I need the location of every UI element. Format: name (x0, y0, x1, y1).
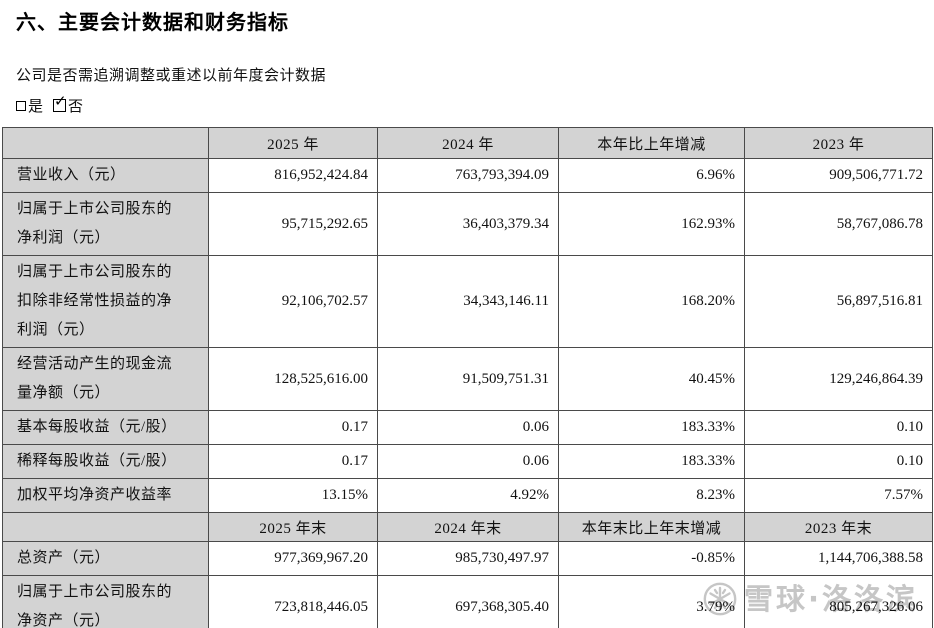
cell-value: 985,730,497.97 (377, 541, 559, 576)
cell-value: 168.20% (558, 255, 745, 348)
row-label: 稀释每股收益（元/股） (2, 444, 209, 479)
checkbox-checked-icon[interactable]: ✓ (53, 94, 67, 112)
header-yoy-end-change: 本年末比上年末增减 (558, 512, 745, 542)
cell-value: 763,793,394.09 (377, 158, 559, 193)
financial-indicators-table: 2025 年 2024 年 本年比上年增减 2023 年 营业收入（元） 816… (2, 127, 933, 628)
cell-value: 92,106,702.57 (208, 255, 378, 348)
cell-value: 183.33% (558, 410, 745, 445)
table-row-total-assets: 总资产（元） 977,369,967.20 985,730,497.97 -0.… (2, 541, 933, 576)
header-2024-end: 2024 年末 (377, 512, 559, 542)
header-yoy-change: 本年比上年增减 (558, 127, 745, 159)
cell-value: 91,509,751.31 (377, 347, 559, 411)
cell-value: 183.33% (558, 444, 745, 479)
row-label: 加权平均净资产收益率 (2, 478, 209, 513)
check-mark-icon: ✓ (54, 92, 67, 110)
table-row-net-profit-excl-nonrecurring: 归属于上市公司股东的扣除非经常性损益的净利润（元） 92,106,702.57 … (2, 255, 933, 348)
table-row-net-profit: 归属于上市公司股东的净利润（元） 95,715,292.65 36,403,37… (2, 192, 933, 256)
row-label: 经营活动产生的现金流量净额（元） (2, 347, 209, 411)
header-2024: 2024 年 (377, 127, 559, 159)
header-2023: 2023 年 (744, 127, 933, 159)
row-label: 总资产（元） (2, 541, 209, 576)
cell-value: 805,267,326.06 (744, 575, 933, 628)
cell-value: 1,144,706,388.58 (744, 541, 933, 576)
restate-question: 公司是否需追溯调整或重述以前年度会计数据 (16, 68, 327, 84)
option-no-label: 否 (68, 99, 84, 115)
header-2023-end: 2023 年末 (744, 512, 933, 542)
cell-value: 909,506,771.72 (744, 158, 933, 193)
cell-value: 129,246,864.39 (744, 347, 933, 411)
cell-value: -0.85% (558, 541, 745, 576)
table-header-row-period-end: 2025 年末 2024 年末 本年末比上年末增减 2023 年末 (2, 512, 933, 542)
restate-answer: 是 ✓ 否 (16, 94, 84, 116)
section-heading: 六、主要会计数据和财务指标 (16, 10, 289, 34)
cell-value: 816,952,424.84 (208, 158, 378, 193)
table-row-operating-cash-flow: 经营活动产生的现金流量净额（元） 128,525,616.00 91,509,7… (2, 347, 933, 411)
cell-value: 3.79% (558, 575, 745, 628)
cell-value: 0.10 (744, 444, 933, 479)
table-row-basic-eps: 基本每股收益（元/股） 0.17 0.06 183.33% 0.10 (2, 410, 933, 445)
cell-value: 58,767,086.78 (744, 192, 933, 256)
table-row-diluted-eps: 稀释每股收益（元/股） 0.17 0.06 183.33% 0.10 (2, 444, 933, 479)
cell-value: 0.17 (208, 410, 378, 445)
cell-value: 0.06 (377, 410, 559, 445)
row-label: 归属于上市公司股东的净资产（元） (2, 575, 209, 628)
option-yes-label: 是 (28, 99, 44, 115)
cell-value: 723,818,446.05 (208, 575, 378, 628)
cell-value: 36,403,379.34 (377, 192, 559, 256)
checkbox-unchecked-icon[interactable] (16, 100, 26, 111)
cell-value: 128,525,616.00 (208, 347, 378, 411)
header-2025-end: 2025 年末 (208, 512, 378, 542)
cell-value: 6.96% (558, 158, 745, 193)
table-header-row-annual: 2025 年 2024 年 本年比上年增减 2023 年 (2, 127, 933, 159)
row-label: 归属于上市公司股东的净利润（元） (2, 192, 209, 256)
option-no: ✓ 否 (53, 94, 84, 116)
cell-value: 162.93% (558, 192, 745, 256)
table-row-weighted-roe: 加权平均净资产收益率 13.15% 4.92% 8.23% 7.57% (2, 478, 933, 513)
row-label: 归属于上市公司股东的扣除非经常性损益的净利润（元） (2, 255, 209, 348)
cell-value: 0.17 (208, 444, 378, 479)
cell-value: 0.10 (744, 410, 933, 445)
header-2025: 2025 年 (208, 127, 378, 159)
header-blank-cell (2, 512, 209, 542)
row-label: 营业收入（元） (2, 158, 209, 193)
cell-value: 34,343,146.11 (377, 255, 559, 348)
cell-value: 40.45% (558, 347, 745, 411)
table-row-revenue: 营业收入（元） 816,952,424.84 763,793,394.09 6.… (2, 158, 933, 193)
cell-value: 977,369,967.20 (208, 541, 378, 576)
row-label: 基本每股收益（元/股） (2, 410, 209, 445)
cell-value: 8.23% (558, 478, 745, 513)
cell-value: 7.57% (744, 478, 933, 513)
cell-value: 56,897,516.81 (744, 255, 933, 348)
cell-value: 697,368,305.40 (377, 575, 559, 628)
cell-value: 13.15% (208, 478, 378, 513)
cell-value: 0.06 (377, 444, 559, 479)
table-row-net-assets: 归属于上市公司股东的净资产（元） 723,818,446.05 697,368,… (2, 575, 933, 628)
cell-value: 4.92% (377, 478, 559, 513)
cell-value: 95,715,292.65 (208, 192, 378, 256)
header-blank-cell (2, 127, 209, 159)
option-yes: 是 (16, 95, 43, 116)
